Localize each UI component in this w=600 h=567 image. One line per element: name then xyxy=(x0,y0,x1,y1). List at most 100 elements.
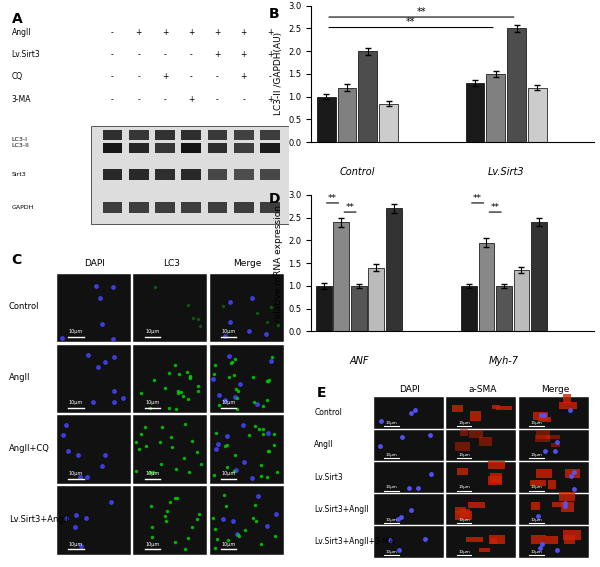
Bar xyxy=(155,202,175,213)
Bar xyxy=(461,286,477,331)
Bar xyxy=(234,202,254,213)
Bar xyxy=(490,538,497,544)
Bar xyxy=(479,548,490,552)
Bar xyxy=(351,286,367,331)
Text: 10μm: 10μm xyxy=(458,453,470,457)
Text: Lv.Sirt3+AngII+3-MA: Lv.Sirt3+AngII+3-MA xyxy=(314,537,395,546)
Text: +: + xyxy=(188,95,194,104)
Text: E: E xyxy=(317,386,326,400)
Bar xyxy=(468,502,485,508)
Text: C: C xyxy=(11,253,22,267)
Text: -: - xyxy=(164,50,166,59)
Text: -: - xyxy=(216,73,219,82)
Text: +: + xyxy=(241,73,247,82)
Bar xyxy=(507,28,526,142)
Bar xyxy=(455,507,466,513)
Bar xyxy=(373,526,444,558)
Bar xyxy=(531,222,547,331)
Bar xyxy=(260,170,280,180)
Bar xyxy=(446,462,517,493)
Text: 10μm: 10μm xyxy=(69,541,83,547)
Bar xyxy=(563,393,571,403)
Bar xyxy=(490,473,502,483)
Bar xyxy=(209,486,284,555)
Text: Lv.Sirt3: Lv.Sirt3 xyxy=(314,472,343,481)
Text: +: + xyxy=(162,73,168,82)
Bar xyxy=(487,74,505,142)
Bar xyxy=(488,476,502,485)
Bar xyxy=(446,526,517,558)
Bar xyxy=(470,411,481,421)
Bar xyxy=(373,462,444,493)
Text: 10μm: 10μm xyxy=(386,550,398,554)
Text: 10μm: 10μm xyxy=(221,329,236,334)
Bar xyxy=(563,530,581,540)
Bar xyxy=(129,130,149,140)
Text: DAPI: DAPI xyxy=(400,386,420,395)
Bar xyxy=(460,429,468,437)
Text: 10μm: 10μm xyxy=(221,541,236,547)
Text: Control: Control xyxy=(340,167,375,177)
Text: AngII: AngII xyxy=(9,373,31,382)
Text: Merge: Merge xyxy=(233,259,262,268)
Bar xyxy=(368,268,384,331)
Text: -: - xyxy=(164,95,166,104)
Bar xyxy=(552,502,564,506)
Bar xyxy=(538,417,551,422)
Text: **: ** xyxy=(328,194,337,202)
Bar xyxy=(446,397,517,429)
Text: Lv.Sirt3: Lv.Sirt3 xyxy=(488,167,524,177)
Text: +: + xyxy=(267,28,273,37)
Bar xyxy=(91,126,292,224)
Bar xyxy=(496,406,512,411)
Text: -: - xyxy=(190,50,193,59)
Text: Sirt3: Sirt3 xyxy=(11,172,26,177)
Bar xyxy=(536,430,550,439)
Bar xyxy=(133,416,207,484)
Bar xyxy=(57,416,131,484)
Text: -: - xyxy=(190,73,193,82)
Bar xyxy=(518,494,589,526)
Bar xyxy=(496,286,512,331)
Bar xyxy=(559,403,577,409)
Text: +: + xyxy=(267,95,273,104)
Text: 10μm: 10μm xyxy=(531,485,542,489)
Bar xyxy=(234,130,254,140)
Text: +: + xyxy=(241,50,247,59)
Bar xyxy=(181,130,201,140)
Text: 10μm: 10μm xyxy=(145,329,160,334)
Bar xyxy=(317,97,335,142)
Text: 10μm: 10μm xyxy=(531,421,542,425)
Text: -: - xyxy=(269,73,271,82)
Bar xyxy=(57,345,131,413)
Text: 10μm: 10μm xyxy=(145,471,160,476)
Text: Lv.Sirt3+AngII: Lv.Sirt3+AngII xyxy=(314,505,369,514)
Text: -: - xyxy=(111,73,114,82)
Bar xyxy=(57,486,131,555)
Bar xyxy=(129,170,149,180)
Bar xyxy=(208,202,227,213)
Bar xyxy=(514,270,529,331)
Text: 10μm: 10μm xyxy=(386,485,398,489)
Bar xyxy=(551,443,560,447)
Bar xyxy=(466,83,484,142)
Bar xyxy=(129,202,149,213)
Text: 10μm: 10μm xyxy=(145,541,160,547)
Text: ANF: ANF xyxy=(349,356,368,366)
Text: 10μm: 10μm xyxy=(386,453,398,457)
Bar xyxy=(533,412,548,420)
Bar xyxy=(209,345,284,413)
Text: **: ** xyxy=(346,203,355,212)
Text: +: + xyxy=(214,50,221,59)
Text: Control: Control xyxy=(9,302,40,311)
Bar xyxy=(530,480,547,485)
Bar xyxy=(234,170,254,180)
Text: -: - xyxy=(242,95,245,104)
Bar xyxy=(546,536,558,544)
Bar xyxy=(386,209,402,331)
Text: 10μm: 10μm xyxy=(386,518,398,522)
Bar xyxy=(452,405,463,412)
Bar xyxy=(489,535,505,544)
Bar xyxy=(260,143,280,153)
Text: AngII: AngII xyxy=(11,28,31,37)
